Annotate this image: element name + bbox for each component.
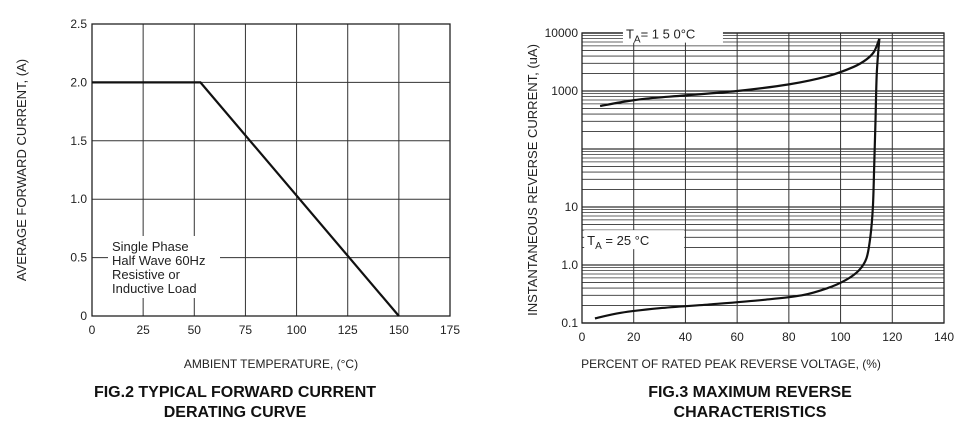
y-tick-label: 1000 xyxy=(551,84,578,98)
x-tick-label: 0 xyxy=(579,330,586,344)
x-tick-label: 20 xyxy=(627,330,641,344)
curve-150c xyxy=(599,38,881,108)
x-tick-label: 80 xyxy=(782,330,796,344)
y-tick-label: 2.5 xyxy=(70,17,87,31)
x-tick-label: 120 xyxy=(882,330,902,344)
series-label-background xyxy=(584,230,685,250)
series-label-symbol: T xyxy=(587,233,595,248)
series-label-value: = 1 5 0°C xyxy=(641,27,696,42)
y-tick-label: 10 xyxy=(565,200,579,214)
x-tick-label: 50 xyxy=(188,323,202,337)
plot-frame xyxy=(91,23,451,317)
x-tick-label: 175 xyxy=(440,323,460,337)
y-tick-label: 0 xyxy=(80,309,87,323)
x-axis-label: AMBIENT TEMPERATURE, (°C) xyxy=(184,357,358,371)
plot-frame xyxy=(581,32,945,324)
annotation-line: Inductive Load xyxy=(112,281,197,296)
x-tick-label: 100 xyxy=(287,323,307,337)
series-label-background xyxy=(622,23,723,43)
y-tick-label: 2.0 xyxy=(70,75,87,89)
annotation-line: Single Phase xyxy=(112,239,189,254)
series-label-subscript: A xyxy=(595,241,602,252)
y-axis-label: AVERAGE FORWARD CURRENT, (A) xyxy=(14,59,29,281)
x-tick-label: 75 xyxy=(239,323,253,337)
annotation-line: Resistive or xyxy=(112,267,181,282)
x-tick-label: 40 xyxy=(679,330,693,344)
x-tick-label: 25 xyxy=(136,323,150,337)
derating-curve-chart: 0 25 50 75 100 125 150 175 0 0.5 1.0 1.5 2.0 2.5 Singl… xyxy=(14,17,460,371)
series-label: TA= 1 5 0°C xyxy=(626,27,695,46)
annotation-text: Single Phase Half Wave 60Hz Resistive or In… xyxy=(112,239,205,296)
y-tick-label: 1.0 xyxy=(70,192,87,206)
curve-25c xyxy=(594,38,881,320)
y-tick-label: 0.5 xyxy=(70,251,87,265)
x-tick-label: 150 xyxy=(389,323,409,337)
y-tick-label: 1.0 xyxy=(561,258,578,272)
y-axis-label: INSTANTANEOUS REVERSE CURRENT, (uA) xyxy=(525,44,540,316)
y-tick-label: 0.1 xyxy=(561,316,578,330)
x-tick-label: 60 xyxy=(730,330,744,344)
fig2-caption: FIG.2 TYPICAL FORWARD CURRENT DERATING C… xyxy=(93,384,377,421)
annotation-line: Half Wave 60Hz xyxy=(112,253,205,268)
derating-line xyxy=(92,81,400,317)
series-label-value: = 25 °C xyxy=(602,233,649,248)
x-tick-label: 100 xyxy=(831,330,851,344)
x-tick-label: 140 xyxy=(934,330,954,344)
annotation-background xyxy=(108,236,220,298)
x-axis-label: PERCENT OF RATED PEAK REVERSE VOLTAGE, (… xyxy=(581,357,881,371)
series-label-symbol: T xyxy=(626,27,634,42)
y-tick-label: 1.5 xyxy=(70,134,87,148)
series-label: TA = 25 °C xyxy=(587,233,649,252)
fig3-caption: FIG.3 MAXIMUM REVERSE CHARACTERISTICS xyxy=(648,384,852,421)
x-tick-label: 0 xyxy=(89,323,96,337)
series-label-subscript: A xyxy=(634,35,641,46)
y-tick-label: 10000 xyxy=(545,26,579,40)
x-tick-label: 125 xyxy=(338,323,358,337)
